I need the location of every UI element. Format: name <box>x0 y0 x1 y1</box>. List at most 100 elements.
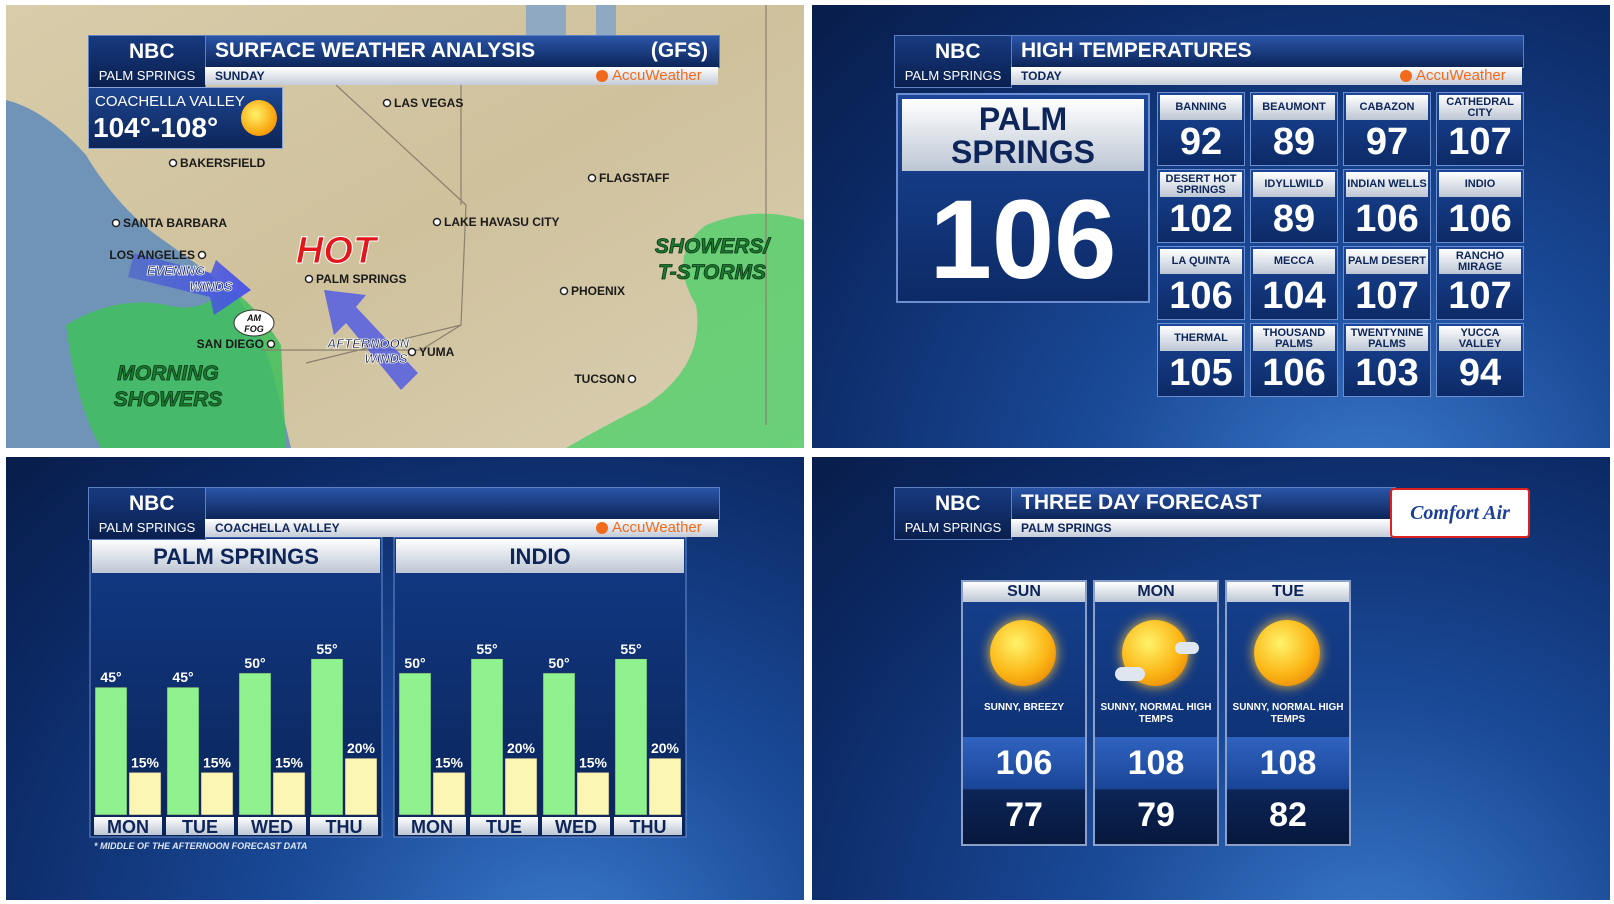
chart-title: PALM SPRINGS <box>153 544 319 569</box>
city-value: 89 <box>1272 121 1316 163</box>
inset-box: COACHELLA VALLEY 104°-108° <box>88 87 283 149</box>
city-label-band <box>1253 172 1335 197</box>
category-band <box>238 817 306 835</box>
value-label: 20% <box>347 740 376 756</box>
high-temp: 108 <box>1127 744 1185 782</box>
header-model: (GFS) <box>650 39 708 62</box>
bar <box>238 672 272 816</box>
value-label: 15% <box>203 754 232 770</box>
footnote: * MIDDLE OF THE AFTERNOON FORECAST DATA <box>94 841 307 851</box>
station: PALM SPRINGS <box>904 520 1002 535</box>
value-label: 50° <box>244 655 265 671</box>
bar <box>272 772 306 816</box>
map-annotation: SHOWERS <box>114 388 223 411</box>
value-label: 20% <box>651 740 680 756</box>
city-value: 105 <box>1169 352 1233 394</box>
value-label: 55° <box>476 641 497 657</box>
bar <box>576 772 610 816</box>
city-label: SAN DIEGO <box>197 337 264 351</box>
logo-block: NBC PALM SPRINGS <box>88 35 206 88</box>
x-tick-label: TUE <box>182 817 218 837</box>
condition: SUNNY, BREEZY <box>983 702 1064 713</box>
city-label: LAS VEGAS <box>394 96 463 110</box>
station: PALM SPRINGS <box>98 68 196 83</box>
cloud-icon <box>1175 642 1199 654</box>
city-value: 107 <box>1355 275 1419 317</box>
x-tick-label: WED <box>251 817 293 837</box>
bar <box>614 658 648 816</box>
day-column: MON SUNNY, NORMAL HIGH TEMPS 108 79 <box>1093 580 1219 846</box>
title-band <box>396 539 684 573</box>
sub-band <box>205 519 718 537</box>
day-band <box>963 582 1085 602</box>
city-cell: LA QUINTA 106 <box>1157 246 1245 320</box>
map-annotation: AFTERNOON <box>326 336 410 351</box>
low-temp: 79 <box>1137 796 1175 834</box>
city-value: 106 <box>1169 275 1233 317</box>
high-temp: 106 <box>995 744 1053 782</box>
city-label: PHOENIX <box>571 284 625 298</box>
city-name: RANCHO MIRAGE <box>1455 249 1505 273</box>
bar <box>166 686 200 816</box>
header-subtitle: SUNDAY <box>215 69 265 83</box>
city-value: 107 <box>1448 275 1512 317</box>
sponsor-logo: Comfort Air <box>1390 488 1530 538</box>
highs-panel: NBC PALM SPRINGS HIGH TEMPERATURES TODAY Acc… <box>812 5 1610 448</box>
inset-range: 104°-108° <box>93 112 219 143</box>
x-tick-label: MON <box>411 817 453 837</box>
sun-icon <box>1254 620 1320 686</box>
bar <box>648 757 682 816</box>
x-tick-label: THU <box>326 817 363 837</box>
brand: NBC <box>935 40 981 63</box>
city-cell: DESERT HOT SPRINGS 102 <box>1157 169 1245 243</box>
map-annotation: T-STORMS <box>658 261 766 284</box>
day-name: MON <box>1137 583 1175 600</box>
storm-area <box>566 213 804 448</box>
city-name: MECCA <box>1273 255 1315 267</box>
city-cell: CATHEDRAL CITY 107 <box>1436 92 1524 166</box>
city-value: 102 <box>1169 198 1233 240</box>
city-value: 106 <box>1355 198 1419 240</box>
inset-region: COACHELLA VALLEY <box>95 93 245 110</box>
sun-icon <box>241 100 277 136</box>
value-label: 15% <box>435 754 464 770</box>
bar <box>542 672 576 816</box>
source: AccuWeather <box>1416 67 1506 84</box>
city-label: LOS ANGELES <box>109 248 195 262</box>
bar <box>94 686 128 816</box>
map-annotation: MORNING <box>117 362 219 385</box>
city-name: DESERT HOT SPRINGS <box>1165 172 1237 196</box>
city-cell: BANNING 92 <box>1157 92 1245 166</box>
bar <box>310 658 344 816</box>
category-band <box>166 817 234 835</box>
category-band <box>470 817 538 835</box>
value-label: 45° <box>172 669 193 685</box>
featured-box: PALM SPRINGS 106 <box>896 93 1150 303</box>
city-value: 106 <box>1448 198 1512 240</box>
city-name: CABAZON <box>1359 101 1415 113</box>
low-temp: 82 <box>1269 796 1307 834</box>
city-cell: TWENTYNINE PALMS 103 <box>1343 323 1431 397</box>
city-cell: IDYLLWILD 89 <box>1250 169 1338 243</box>
city-dot <box>559 286 569 296</box>
city-label: YUMA <box>419 345 455 359</box>
city-cell: YUCCA VALLEY 94 <box>1436 323 1524 397</box>
city-dot <box>168 158 178 168</box>
station: PALM SPRINGS <box>904 68 1002 83</box>
city-cell: THERMAL 105 <box>1157 323 1245 397</box>
day-column: TUE SUNNY, NORMAL HIGH TEMPS 108 82 <box>1225 580 1351 846</box>
brand: NBC <box>129 492 175 515</box>
header-subtitle: TODAY <box>1021 69 1062 83</box>
value-label: 15% <box>275 754 304 770</box>
x-tick-label: THU <box>630 817 667 837</box>
day-name: TUE <box>1272 583 1304 600</box>
category-band <box>94 817 162 835</box>
chart-title: INDIO <box>509 544 570 569</box>
category-band <box>310 817 378 835</box>
logo-block: NBC PALM SPRINGS <box>894 35 1012 88</box>
value-label: 15% <box>579 754 608 770</box>
city-label-band <box>1253 95 1335 120</box>
city-name: INDIO <box>1464 178 1496 190</box>
map-annotation: FOG <box>244 324 264 334</box>
